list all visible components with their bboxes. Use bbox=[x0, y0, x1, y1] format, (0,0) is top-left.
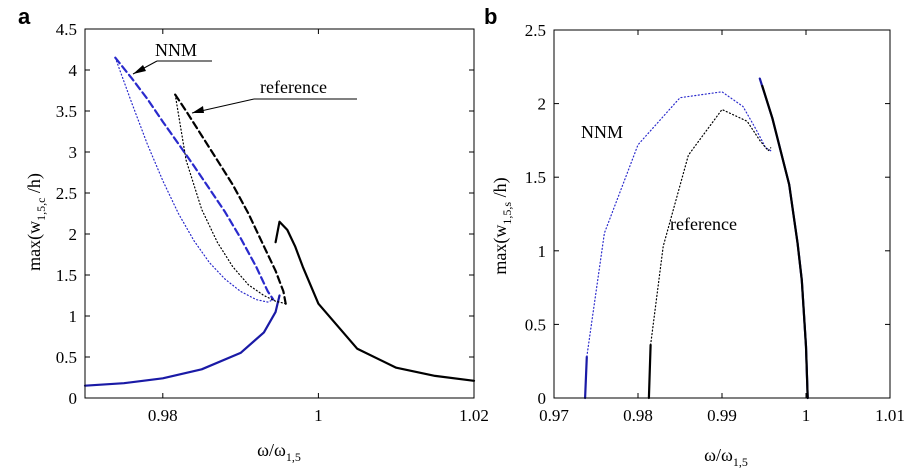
series-reference-solid-line bbox=[761, 84, 809, 400]
y-tick-label: 0 bbox=[69, 389, 78, 408]
series-nnm-dotted-line bbox=[114, 57, 274, 303]
x-tick-label: 1 bbox=[802, 406, 811, 425]
x-tick-label: 1 bbox=[314, 406, 323, 425]
y-tick-label: 3.5 bbox=[56, 102, 77, 121]
x-tick-label: 0.98 bbox=[623, 406, 653, 425]
series-reference-dashed-line bbox=[174, 93, 287, 305]
series-nnm-solid-line bbox=[758, 77, 809, 400]
series-reference-solid-line bbox=[274, 220, 476, 382]
panel-b-series bbox=[583, 77, 809, 400]
y-tick-label: 0 bbox=[538, 389, 547, 408]
panel-a-letter: a bbox=[18, 4, 31, 29]
series-reference-dotted-line bbox=[174, 93, 287, 305]
panel-a-ylabel: max(w1,5,c /h) bbox=[24, 173, 48, 271]
series-nnm-dashed-line bbox=[114, 56, 275, 301]
panel-a-nnm-arrowhead bbox=[133, 65, 146, 74]
y-tick-label: 4 bbox=[69, 61, 78, 80]
panel-a-reference-arrowhead bbox=[192, 106, 204, 113]
x-tick-label: 1.01 bbox=[875, 406, 905, 425]
series-reference-dotted-line bbox=[649, 108, 772, 346]
y-tick-label: 3 bbox=[69, 143, 78, 162]
panel-a-annotation-reference: reference bbox=[260, 77, 327, 97]
y-tick-label: 2.5 bbox=[56, 184, 77, 203]
y-tick-label: 1.5 bbox=[56, 266, 77, 285]
panel-a-frame bbox=[84, 28, 475, 399]
panel-b-annotation-reference: reference bbox=[670, 214, 737, 234]
y-tick-label: 1 bbox=[538, 242, 547, 261]
y-tick-label: 2 bbox=[538, 95, 547, 114]
panel-b-frame bbox=[553, 29, 891, 399]
y-tick-label: 2 bbox=[69, 225, 78, 244]
x-tick-label: 0.98 bbox=[148, 406, 178, 425]
panel-a-xlabel: ω/ω1,5 bbox=[257, 440, 301, 464]
panel-b-ylabel: max(w1,5,s /h) bbox=[490, 177, 514, 274]
series-nnm-solid-line bbox=[83, 294, 281, 387]
panel-b-xlabel: ω/ω1,5 bbox=[704, 445, 748, 469]
y-tick-label: 2.5 bbox=[525, 21, 546, 40]
panel-a-series bbox=[83, 56, 476, 387]
y-tick-label: 0.5 bbox=[56, 348, 77, 367]
panel-b-letter: b bbox=[484, 4, 497, 29]
panel-a-ticks: 0.98 1 1.02 0 0.5 1 1.5 2 2.5 3 3.5 4 4.5 bbox=[56, 20, 489, 425]
panel-b-annotation-nnm: NNM bbox=[581, 122, 623, 142]
series-reference-solid-line bbox=[647, 343, 652, 400]
x-tick-label: 0.97 bbox=[539, 406, 569, 425]
y-tick-label: 1.5 bbox=[525, 168, 546, 187]
y-tick-label: 1 bbox=[69, 307, 78, 326]
y-tick-label: 0.5 bbox=[525, 315, 546, 334]
x-tick-label: 1.02 bbox=[459, 406, 489, 425]
panel-a: a max(w1,5,c /h) ω/ω1,5 0.98 1 1.02 0 0.5 1 1.… bbox=[18, 4, 489, 464]
x-tick-label: 0.99 bbox=[707, 406, 737, 425]
panel-a-annotation-nnm: NNM bbox=[155, 40, 197, 60]
y-tick-label: 4.5 bbox=[56, 20, 77, 39]
series-nnm-solid-line bbox=[583, 355, 588, 400]
panel-b-ticks: 0.97 0.98 0.99 1 1.01 0 0.5 1 1.5 2 2.5 bbox=[525, 21, 905, 425]
panel-b: b max(w1,5,s /h) ω/ω1,5 0.97 0.98 0.99 1 1.0… bbox=[484, 4, 905, 469]
series-nnm-dotted-line bbox=[586, 91, 772, 358]
